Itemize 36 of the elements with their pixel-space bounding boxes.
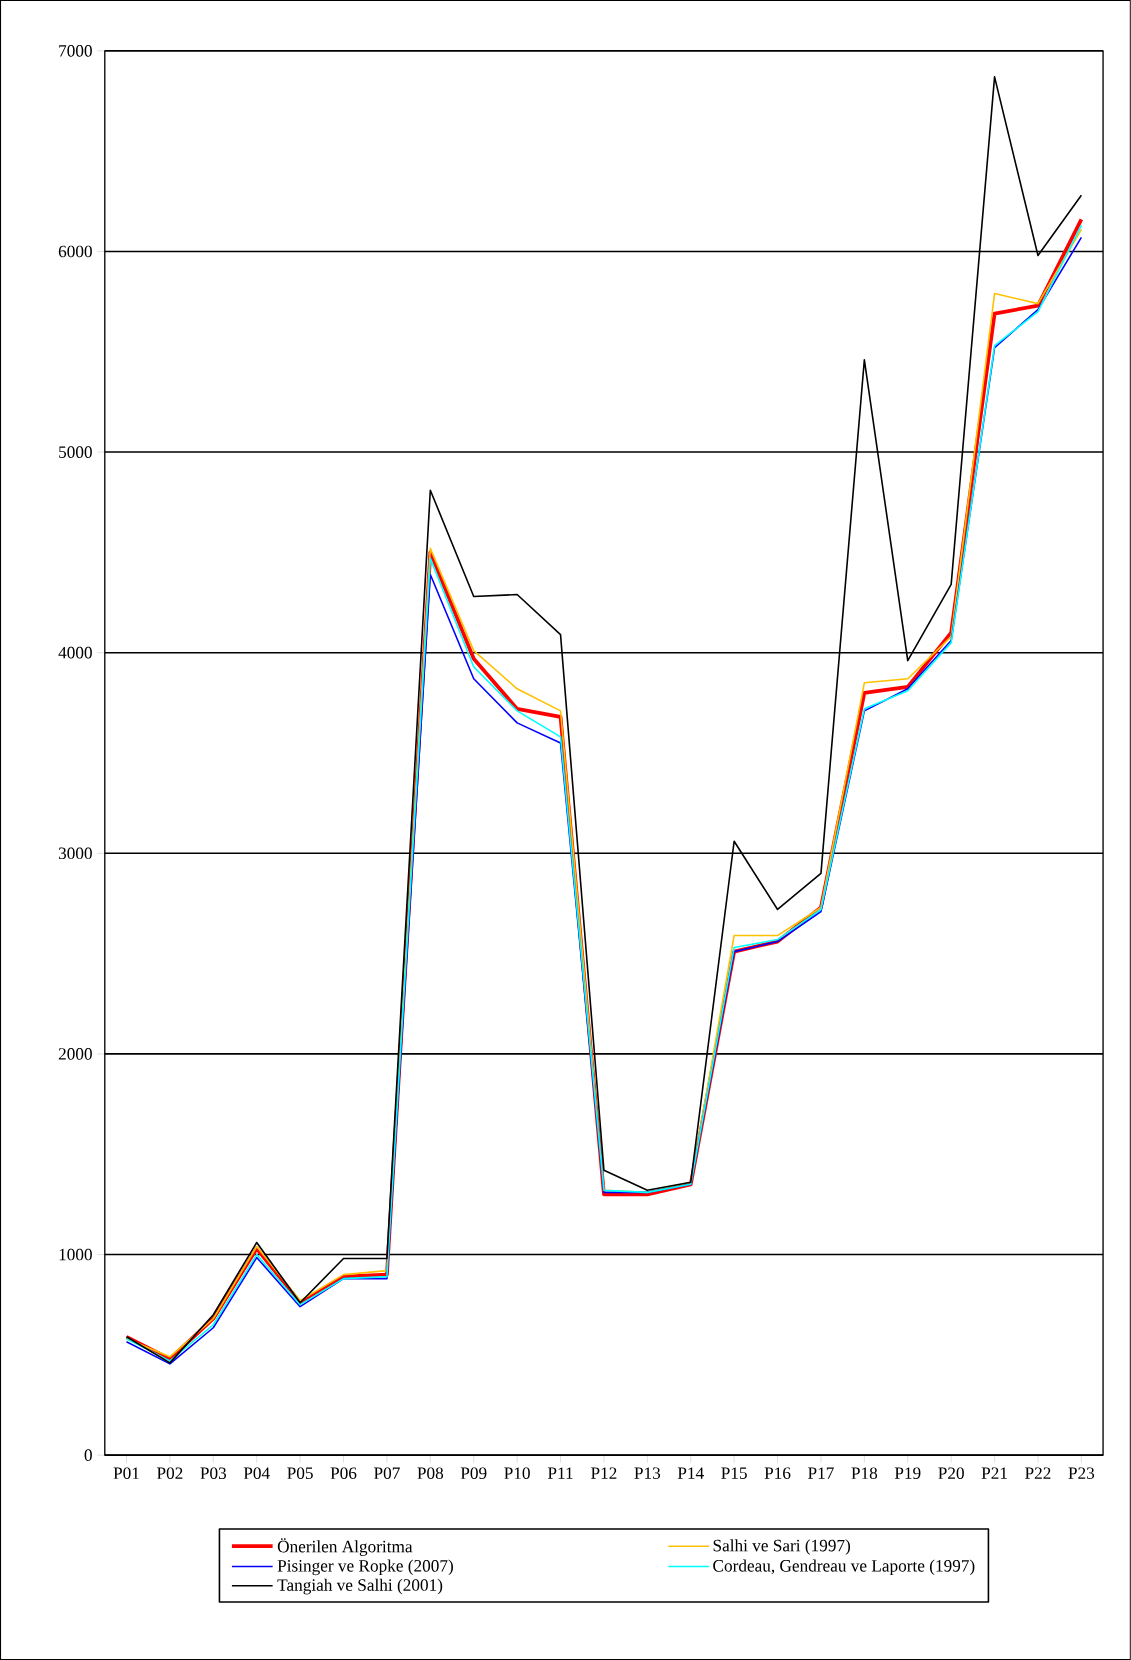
legend-label: Tangiah ve Salhi (2001) [277, 1578, 443, 1595]
x-tick-label: P01 [113, 1467, 139, 1480]
x-tick-label: P10 [504, 1467, 530, 1480]
x-tick-label: P20 [938, 1467, 964, 1480]
x-tick-label: P17 [808, 1467, 834, 1479]
y-tick-label: 6000 [58, 245, 92, 258]
x-tick-label: P04 [243, 1467, 270, 1480]
legend-label: Önerilen Algoritma [277, 1538, 413, 1556]
x-tick-label: P02 [157, 1467, 183, 1480]
x-tick-label: P07 [374, 1467, 400, 1480]
y-tick-label: 7000 [59, 45, 92, 57]
y-tick-label: 4000 [58, 646, 92, 659]
x-tick-label: P06 [330, 1467, 357, 1480]
x-tick-label: P05 [287, 1467, 313, 1480]
y-tick-label: 3000 [59, 847, 92, 860]
legend-label: Cordeau, Gendreau ve Laporte (1997) [713, 1559, 975, 1576]
x-tick-label: P03 [200, 1467, 227, 1480]
y-tick-label: 0 [84, 1449, 92, 1461]
y-tick-label: 2000 [58, 1048, 92, 1060]
x-tick-label: P23 [1068, 1467, 1095, 1479]
x-tick-label: P12 [591, 1467, 617, 1479]
x-tick-label: P19 [894, 1467, 921, 1479]
x-tick-label: P15 [721, 1467, 747, 1479]
x-tick-label: P09 [460, 1467, 487, 1480]
x-tick-label: P13 [634, 1467, 661, 1479]
y-tick-label: 5000 [59, 446, 92, 458]
x-tick-label: P18 [851, 1467, 878, 1480]
x-tick-label: P21 [981, 1467, 1007, 1479]
x-tick-label: P22 [1025, 1467, 1051, 1479]
x-tick-label: P14 [677, 1467, 704, 1479]
y-tick-label: 1000 [59, 1248, 92, 1261]
x-tick-label: P16 [764, 1467, 791, 1479]
x-tick-label: P08 [417, 1467, 444, 1480]
legend-label: Salhi ve Sari (1997) [713, 1539, 851, 1555]
legend-label: Pisinger ve Ropke (2007) [277, 1559, 454, 1576]
x-tick-label: P11 [548, 1467, 573, 1479]
